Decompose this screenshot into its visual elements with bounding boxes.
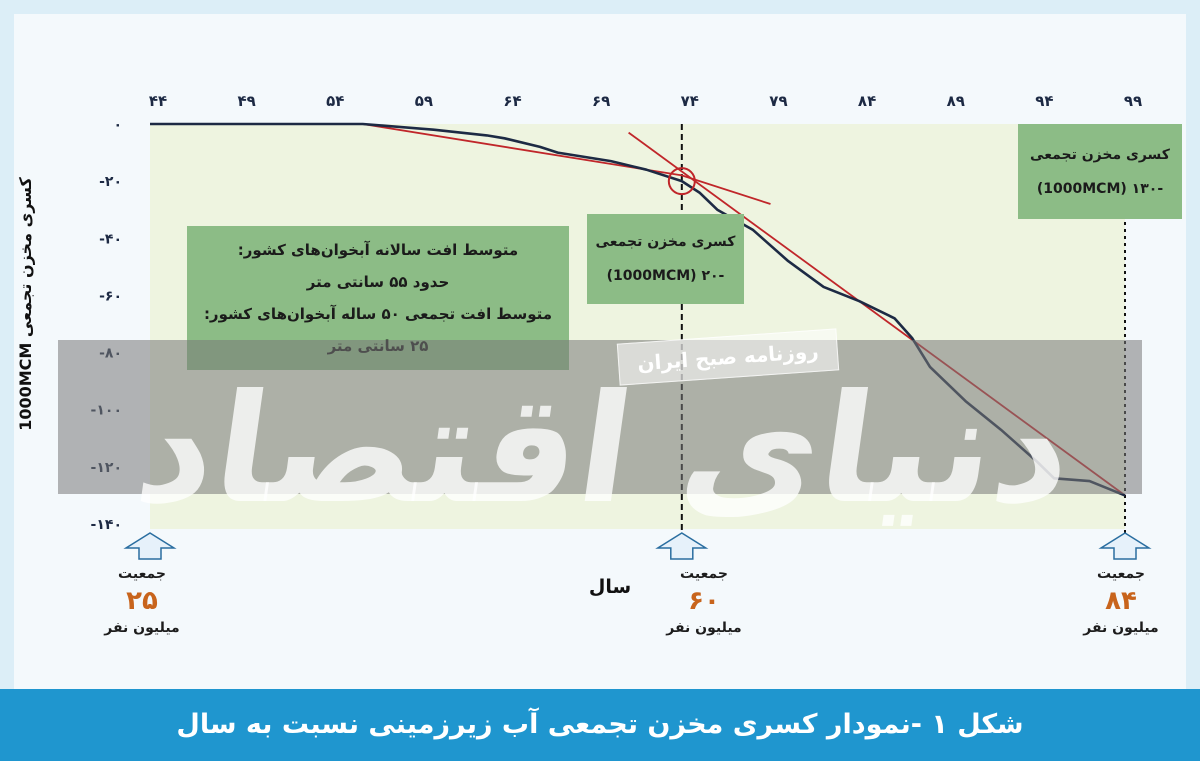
annotation-line: حدود ۵۵ سانتی متر [306,273,450,291]
x-tick-label: ۷۹ [769,92,787,110]
population-74: جمعیت ۶۰ میلیون نفر [644,564,764,638]
population-unit: میلیون نفر [666,620,742,636]
x-axis-title: سال [588,576,632,598]
annotation-line: کسری مخزن تجمعی [1030,147,1170,163]
population-value: ۲۵ [126,586,158,616]
watermark-logo: دنیای اقتصاد [126,363,1084,537]
y-tick-label: ۰ [113,117,122,133]
population-arrow-icon [1098,532,1152,560]
annotation-line: -۱۳۰ (1000MCM) [1036,181,1164,197]
deficit-99-annotation: کسری مخزن تجمعی -۱۳۰ (1000MCM) [1018,124,1182,219]
figure-caption: شکل ۱ -نمودار کسری مخزن تجمعی آب زیرزمین… [176,709,1024,740]
population-unit: میلیون نفر [104,620,180,636]
population-arrow-icon [655,532,709,560]
trend-line [362,123,771,205]
x-tick-label: ۴۹ [237,92,255,110]
y-tick-label: -۴۰ [99,231,122,247]
deficit-74-annotation: کسری مخزن تجمعی -۲۰ (1000MCM) [587,214,744,304]
x-tick-label: ۵۴ [326,92,344,110]
x-tick-label: ۸۹ [947,92,965,110]
x-tick-label: ۹۴ [1035,92,1053,110]
intersection-marker [667,167,696,196]
x-tick-label: ۸۴ [858,92,876,110]
annotation-line: متوسط افت تجمعی ۵۰ ساله آبخوان‌های کشور: [203,305,553,323]
population-unit: میلیون نفر [1083,620,1159,636]
watermark-band [58,340,1142,494]
x-tick-label: ۴۴ [149,92,167,110]
population-label: جمعیت [680,566,728,582]
y-tick-label: -۶۰ [99,288,122,304]
population-arrow-icon [123,532,177,560]
population-value: ۸۴ [1105,586,1137,616]
x-tick-label: ۶۹ [592,92,610,110]
caption-bar: شکل ۱ -نمودار کسری مخزن تجمعی آب زیرزمین… [0,689,1200,761]
x-tick-label: ۶۴ [503,92,521,110]
y-tick-label: -۱۴۰ [91,517,122,533]
y-axis-title: کسری مخزن تجمعی 1000MCM [16,177,35,431]
annotation-line: متوسط افت سالانه آبخوان‌های کشور: [237,241,519,259]
population-44: جمعیت ۲۵ میلیون نفر [82,564,202,638]
population-label: جمعیت [1097,566,1145,582]
annotation-line: کسری مخزن تجمعی [595,234,736,250]
x-tick-label: ۷۴ [681,92,699,110]
y-tick-label: -۲۰ [99,174,122,190]
population-value: ۶۰ [688,586,720,616]
x-tick-label: ۹۹ [1124,92,1142,110]
population-99: جمعیت ۸۴ میلیون نفر [1061,564,1181,638]
annotation-line: -۲۰ (1000MCM) [606,268,725,284]
population-label: جمعیت [118,566,166,582]
x-tick-label: ۵۹ [415,92,433,110]
